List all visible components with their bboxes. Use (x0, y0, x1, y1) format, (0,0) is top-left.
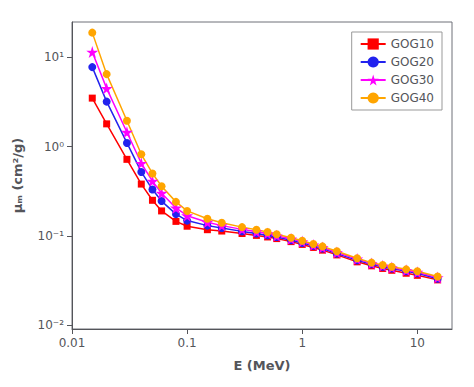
svg-text:10: 10 (410, 336, 425, 350)
svg-text:GOG30: GOG30 (391, 73, 434, 87)
svg-text:1: 1 (298, 336, 306, 350)
svg-text:10¹: 10¹ (44, 50, 64, 64)
svg-text:10⁰: 10⁰ (44, 140, 64, 154)
svg-text:0.1: 0.1 (178, 336, 197, 350)
svg-text:0.01: 0.01 (59, 336, 86, 350)
svg-text:10⁻²: 10⁻² (38, 318, 65, 332)
svg-text:E (MeV): E (MeV) (233, 358, 290, 373)
svg-text:GOG40: GOG40 (391, 91, 434, 105)
svg-text:GOG10: GOG10 (391, 37, 434, 51)
svg-text:GOG20: GOG20 (391, 55, 434, 69)
svg-text:10⁻¹: 10⁻¹ (38, 229, 65, 243)
svg-text:μₘ (cm²/g): μₘ (cm²/g) (10, 138, 25, 214)
